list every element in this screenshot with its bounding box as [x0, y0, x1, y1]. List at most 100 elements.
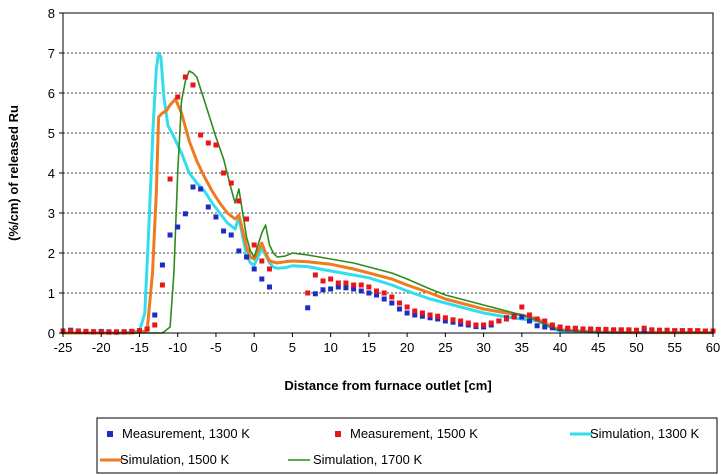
data-point — [251, 266, 257, 272]
y-tick-label: 7 — [48, 46, 55, 61]
data-point — [266, 266, 272, 272]
data-point — [244, 254, 250, 260]
data-point — [75, 328, 81, 334]
data-point — [672, 328, 678, 334]
data-point — [167, 232, 173, 238]
data-point — [481, 322, 487, 328]
data-point — [205, 140, 211, 146]
data-point — [435, 313, 441, 319]
data-point — [450, 317, 456, 323]
legend-swatch-measurement-1500-k — [335, 431, 341, 437]
data-point — [312, 291, 318, 297]
data-point — [205, 204, 211, 210]
data-point — [159, 262, 165, 268]
data-point — [182, 74, 188, 80]
y-tick-label: 3 — [48, 206, 55, 221]
data-point — [328, 276, 334, 282]
data-point — [335, 284, 341, 290]
legend-label-simulation-1700-k: Simulation, 1700 K — [313, 452, 422, 467]
y-tick-label: 2 — [48, 246, 55, 261]
x-tick-label: 0 — [251, 340, 258, 355]
data-point — [412, 308, 418, 314]
data-point — [68, 328, 74, 334]
legend-label-simulation-1300-k: Simulation, 1300 K — [590, 426, 699, 441]
data-point — [305, 305, 311, 311]
data-point — [251, 242, 257, 248]
data-point — [389, 300, 395, 306]
data-point — [190, 184, 196, 190]
data-point — [572, 325, 578, 331]
data-point — [618, 327, 624, 333]
data-point — [542, 318, 548, 324]
data-point — [320, 278, 326, 284]
data-point — [526, 312, 532, 318]
data-point — [351, 282, 357, 288]
data-point — [244, 216, 250, 222]
data-point — [167, 176, 173, 182]
data-point — [534, 316, 540, 322]
data-point — [641, 325, 647, 331]
y-tick-label: 8 — [48, 6, 55, 21]
data-point — [114, 329, 120, 335]
data-point — [213, 142, 219, 148]
x-tick-label: 35 — [515, 340, 529, 355]
x-axis-ticks: -25 -20 -15 -10 -5 0 5 10 15 20 25 30 35 40 45 50 55 60 — [54, 333, 720, 355]
data-point — [404, 310, 410, 316]
data-point — [328, 286, 334, 292]
data-point — [626, 327, 632, 333]
x-tick-label: 40 — [553, 340, 567, 355]
data-point — [236, 248, 242, 254]
data-point — [121, 329, 127, 335]
data-point — [465, 320, 471, 326]
data-point — [198, 132, 204, 138]
data-point — [496, 318, 502, 324]
data-point — [136, 328, 142, 334]
data-point — [358, 282, 364, 288]
data-point — [542, 324, 548, 330]
data-point — [396, 300, 402, 306]
data-point — [106, 329, 112, 335]
x-tick-label: 60 — [706, 340, 720, 355]
data-point — [504, 316, 510, 322]
data-point — [366, 284, 372, 290]
data-point — [679, 328, 685, 334]
series-line-simulation-1700-k — [62, 70, 714, 334]
data-point — [488, 320, 494, 326]
data-point — [549, 322, 555, 328]
data-point — [152, 322, 158, 328]
data-point — [175, 224, 181, 230]
data-point — [656, 327, 662, 333]
y-axis-title: (%/cm) of released Ru — [6, 105, 21, 241]
data-point — [534, 323, 540, 329]
data-point — [511, 314, 517, 320]
data-point — [228, 180, 234, 186]
data-point — [702, 328, 708, 334]
data-point — [259, 276, 265, 282]
data-point — [351, 286, 357, 292]
x-tick-label: 25 — [438, 340, 452, 355]
data-point — [427, 312, 433, 318]
x-tick-label: 30 — [476, 340, 490, 355]
data-point — [175, 94, 181, 100]
data-point — [320, 287, 326, 293]
data-point — [91, 329, 97, 335]
data-point — [358, 288, 364, 294]
x-tick-label: 10 — [323, 340, 337, 355]
legend-label-simulation-1500-k: Simulation, 1500 K — [120, 452, 229, 467]
data-point — [335, 280, 341, 286]
data-point — [259, 258, 265, 264]
data-point — [412, 312, 418, 318]
data-point — [549, 325, 555, 331]
data-point — [458, 318, 464, 324]
data-point — [374, 292, 380, 298]
data-point — [588, 326, 594, 332]
data-point — [266, 284, 272, 290]
data-point — [389, 294, 395, 300]
data-point — [144, 326, 150, 332]
data-point — [221, 170, 227, 176]
data-point — [198, 186, 204, 192]
data-point — [458, 321, 464, 327]
x-tick-label: 5 — [289, 340, 296, 355]
data-point — [374, 288, 380, 294]
data-point — [664, 327, 670, 333]
